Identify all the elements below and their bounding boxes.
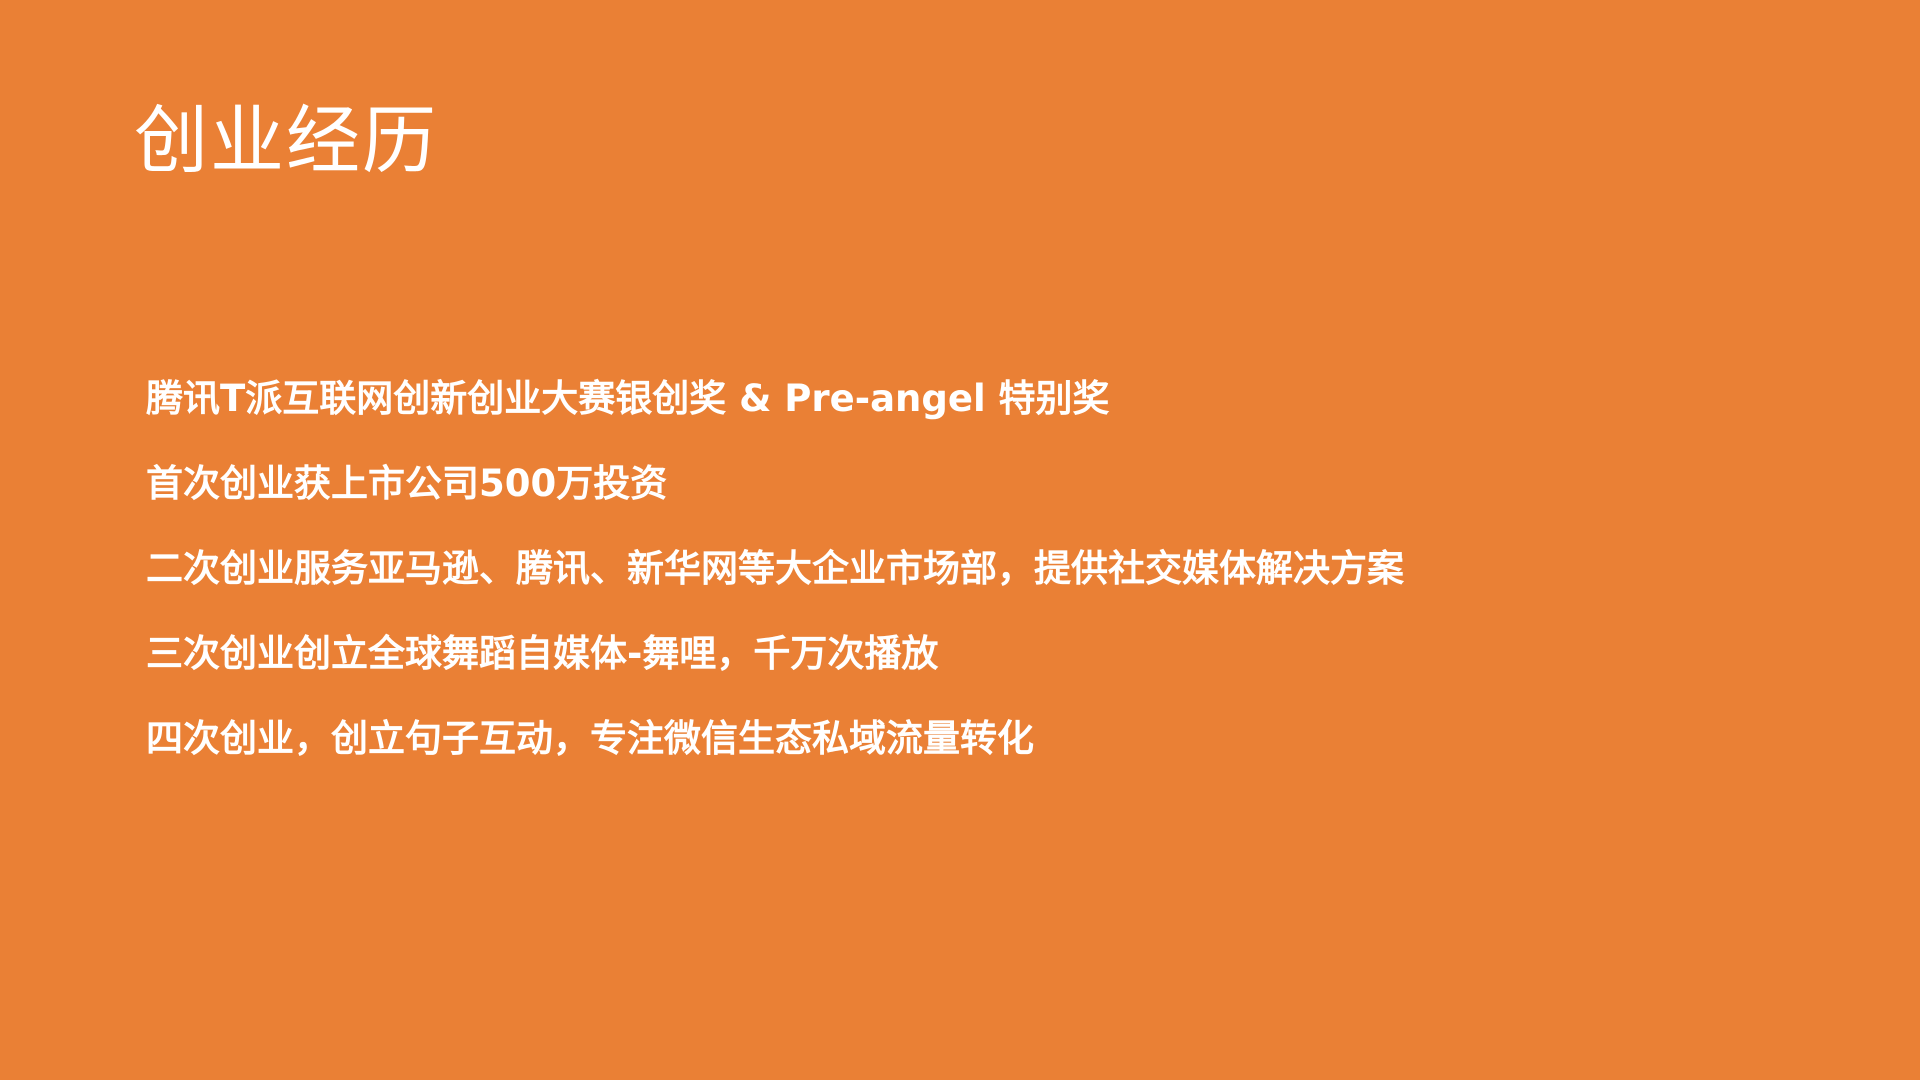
experience-item: 四次创业，创立句子互动，专注微信生态私域流量转化 bbox=[146, 717, 1034, 760]
experience-item: 腾讯T派互联网创新创业大赛银创奖 & Pre-angel 特别奖 bbox=[146, 377, 1110, 420]
slide-title: 创业经历 bbox=[134, 98, 438, 184]
experience-item: 二次创业服务亚马逊、腾讯、新华网等大企业市场部，提供社交媒体解决方案 bbox=[146, 547, 1404, 590]
experience-item: 三次创业创立全球舞蹈自媒体-舞哩，千万次播放 bbox=[146, 632, 939, 675]
experience-list: 腾讯T派互联网创新创业大赛银创奖 & Pre-angel 特别奖 首次创业获上市… bbox=[146, 376, 1404, 801]
experience-item: 首次创业获上市公司500万投资 bbox=[146, 462, 668, 505]
